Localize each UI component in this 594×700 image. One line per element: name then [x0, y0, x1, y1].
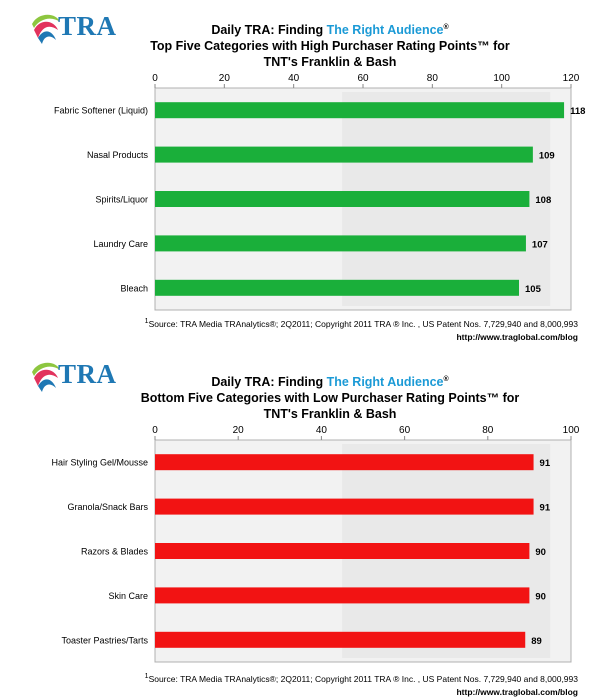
title-prefix: Daily TRA: Finding: [211, 375, 327, 390]
bar: [155, 191, 530, 207]
chart-title-line2: Top Five Categories with High Purchaser …: [150, 39, 510, 54]
footnote-url[interactable]: http://www.traglobal.com/blog: [456, 331, 578, 342]
bar-chart-top: 0 20 40 60 80 100 120 Fabric Softener (Liquid) 1…: [54, 73, 585, 311]
title-mark: ®: [443, 376, 449, 383]
title-mark: ®: [443, 24, 449, 31]
bar: [155, 543, 530, 559]
bar: [155, 631, 526, 648]
category-label: Spirits/Liquor: [95, 195, 148, 205]
bar: [155, 102, 565, 119]
data-label: 107: [532, 239, 548, 250]
footnote: 1Source: TRA Media TRAnalytics®; 2Q2011;…: [18, 318, 578, 342]
data-label: 108: [535, 195, 551, 206]
x-tick-label: 0: [152, 425, 158, 436]
chart-title-line3: TNT's Franklin & Bash: [263, 55, 397, 70]
chart-title-line3: TNT's Franklin & Bash: [263, 407, 397, 422]
footnote-mark: 1: [144, 673, 149, 680]
category-label: Nasal Products: [87, 150, 149, 160]
data-label: 89: [531, 636, 542, 647]
tra-logo-text: TRA: [58, 11, 117, 41]
x-tick-label: 20: [233, 425, 245, 436]
footnote-url[interactable]: http://www.traglobal.com/blog: [456, 686, 578, 697]
category-label: Fabric Softener (Liquid): [54, 106, 148, 116]
data-label: 118: [570, 106, 585, 117]
data-label: 90: [535, 547, 546, 558]
bar: [155, 279, 519, 296]
x-tick-label: 40: [288, 73, 300, 84]
tra-logo: TRA: [28, 358, 138, 392]
bar: [155, 235, 526, 252]
bar-chart-bottom: 0 20 40 60 80 100 Hair Styling Gel/Mousse 91 Gra…: [51, 425, 580, 663]
x-tick-label: 80: [427, 73, 439, 84]
chart-title: Daily TRA: Finding The Right Audience® T…: [120, 20, 540, 70]
title-highlight: The Right Audience: [326, 375, 444, 390]
bottom-chart-panel: TRA Daily TRA: Finding The Right Audienc…: [0, 348, 594, 700]
footnote: 1Source: TRA Media TRAnalytics®; 2Q2011;…: [18, 673, 578, 697]
chart-title-line1: Daily TRA: Finding The Right Audience®: [120, 20, 540, 38]
x-tick-label: 60: [399, 425, 411, 436]
chart-title: Daily TRA: Finding The Right Audience® B…: [120, 372, 540, 422]
chart-title-line2: Bottom Five Categories with Low Purchase…: [140, 391, 520, 406]
footnote-source: Source: TRA Media TRAnalytics®; 2Q2011; …: [148, 673, 578, 684]
category-label: Bleach: [120, 283, 148, 293]
x-tick-label: 60: [357, 73, 369, 84]
title-highlight: The Right Audience: [326, 23, 444, 38]
footnote-source: Source: TRA Media TRAnalytics®; 2Q2011; …: [148, 318, 578, 329]
bar: [155, 454, 534, 471]
data-label: 109: [539, 151, 555, 162]
category-label: Hair Styling Gel/Mousse: [51, 458, 148, 468]
footnote-mark: 1: [144, 318, 149, 325]
footnote-text: 1Source: TRA Media TRAnalytics®; 2Q2011;…: [18, 318, 578, 329]
bar: [155, 498, 534, 515]
chart-title-line1: Daily TRA: Finding The Right Audience®: [120, 372, 540, 390]
data-label: 91: [540, 503, 551, 514]
data-label: 90: [535, 591, 546, 602]
x-tick-label: 120: [563, 73, 580, 84]
x-tick-label: 0: [152, 73, 158, 84]
x-tick-label: 100: [563, 425, 580, 436]
x-tick-label: 80: [482, 425, 494, 436]
category-label: Laundry Care: [93, 239, 148, 249]
data-label: 91: [540, 458, 551, 469]
category-label: Granola/Snack Bars: [67, 502, 148, 512]
category-label: Skin Care: [108, 591, 148, 601]
footnote-text: 1Source: TRA Media TRAnalytics®; 2Q2011;…: [18, 673, 578, 684]
category-label: Toaster Pastries/Tarts: [61, 635, 148, 645]
x-tick-label: 100: [493, 73, 510, 84]
top-chart-panel: TRA Daily TRA: Finding The Right Audienc…: [0, 0, 594, 348]
tra-logo: TRA: [28, 10, 138, 44]
category-label: Razors & Blades: [81, 547, 149, 557]
swirl-icon: [32, 362, 60, 392]
tra-logo-text: TRA: [58, 359, 117, 389]
swirl-icon: [32, 14, 60, 44]
bar: [155, 146, 533, 163]
x-tick-label: 40: [316, 425, 328, 436]
title-prefix: Daily TRA: Finding: [211, 23, 327, 38]
data-label: 105: [525, 284, 542, 295]
bar: [155, 587, 530, 604]
x-tick-label: 20: [219, 73, 231, 84]
